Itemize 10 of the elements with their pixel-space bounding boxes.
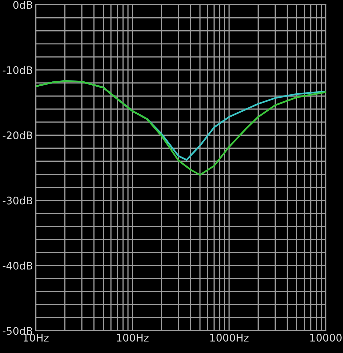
- y-tick-label: -20dB: [2, 131, 32, 140]
- x-tick-label: 100Hz: [117, 334, 149, 342]
- x-tick-label: 1000Hz: [210, 334, 249, 342]
- y-tick-label: -40dB: [2, 262, 32, 270]
- y-tick-label: -50dB: [2, 327, 32, 336]
- x-tick-label: 10Hz: [24, 334, 49, 342]
- y-tick-label: 0dB: [14, 1, 32, 10]
- y-tick-label: -10dB: [2, 66, 32, 74]
- x-tick-label: 10000: [310, 334, 342, 342]
- y-tick-label: -30dB: [2, 196, 32, 205]
